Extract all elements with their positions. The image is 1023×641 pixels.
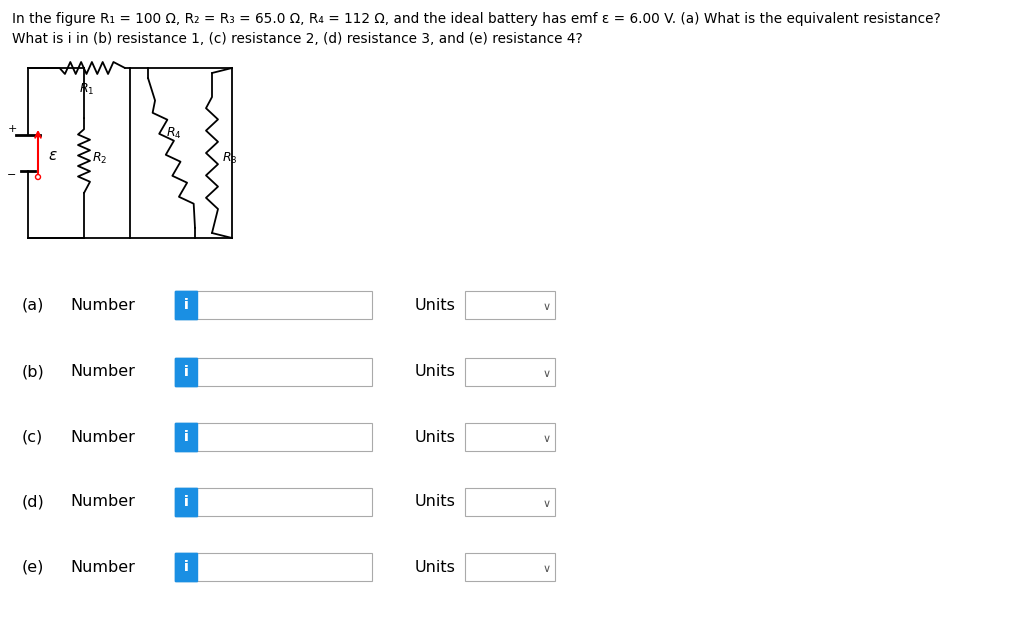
- Text: ∨: ∨: [543, 434, 551, 444]
- Bar: [175, 553, 372, 581]
- Bar: [175, 291, 372, 319]
- Text: i: i: [184, 365, 188, 379]
- Bar: [175, 553, 197, 581]
- Bar: [175, 423, 372, 451]
- Text: (d): (d): [23, 494, 45, 510]
- Bar: [175, 423, 197, 451]
- Text: In the figure R₁ = 100 Ω, R₂ = R₃ = 65.0 Ω, R₄ = 112 Ω, and the ideal battery ha: In the figure R₁ = 100 Ω, R₂ = R₃ = 65.0…: [12, 12, 941, 26]
- Text: ε: ε: [48, 147, 56, 163]
- Text: Units: Units: [415, 560, 456, 574]
- Text: −: −: [7, 170, 16, 180]
- Text: i: i: [184, 495, 188, 509]
- Text: Number: Number: [70, 365, 135, 379]
- Text: i: i: [184, 365, 188, 379]
- Text: ∨: ∨: [543, 369, 551, 379]
- Bar: [175, 291, 197, 319]
- Text: Number: Number: [70, 297, 135, 313]
- Bar: [175, 488, 372, 516]
- Bar: [175, 553, 197, 581]
- Text: i: i: [184, 560, 188, 574]
- Text: Number: Number: [70, 494, 135, 510]
- Text: Number: Number: [70, 560, 135, 574]
- Text: i: i: [184, 430, 188, 444]
- Text: +: +: [7, 124, 16, 134]
- Bar: [175, 488, 197, 516]
- Bar: [465, 553, 555, 581]
- Bar: [465, 423, 555, 451]
- Text: (c): (c): [23, 429, 43, 444]
- Text: $R_2$: $R_2$: [92, 151, 107, 165]
- Text: (e): (e): [23, 560, 44, 574]
- Text: i: i: [184, 298, 188, 312]
- Bar: [465, 291, 555, 319]
- Text: $R_4$: $R_4$: [166, 126, 182, 140]
- Text: i: i: [184, 298, 188, 312]
- Text: Number: Number: [70, 429, 135, 444]
- Text: Units: Units: [415, 297, 456, 313]
- Text: ∨: ∨: [543, 499, 551, 509]
- Text: Units: Units: [415, 494, 456, 510]
- Bar: [175, 423, 197, 451]
- Text: ∨: ∨: [543, 564, 551, 574]
- Text: $R_1$: $R_1$: [79, 82, 94, 97]
- Text: What is i in (b) resistance 1, (c) resistance 2, (d) resistance 3, and (e) resis: What is i in (b) resistance 1, (c) resis…: [12, 32, 583, 46]
- Bar: [175, 488, 197, 516]
- Text: i: i: [184, 495, 188, 509]
- Bar: [175, 358, 197, 386]
- Text: (a): (a): [23, 297, 44, 313]
- Text: i: i: [184, 560, 188, 574]
- Bar: [465, 358, 555, 386]
- Text: $R_3$: $R_3$: [222, 151, 237, 165]
- Bar: [175, 291, 197, 319]
- Text: i: i: [184, 430, 188, 444]
- Text: Units: Units: [415, 429, 456, 444]
- Bar: [465, 488, 555, 516]
- Text: Units: Units: [415, 365, 456, 379]
- Text: (b): (b): [23, 365, 45, 379]
- Bar: [175, 358, 372, 386]
- Text: ∨: ∨: [543, 302, 551, 312]
- Bar: [175, 358, 197, 386]
